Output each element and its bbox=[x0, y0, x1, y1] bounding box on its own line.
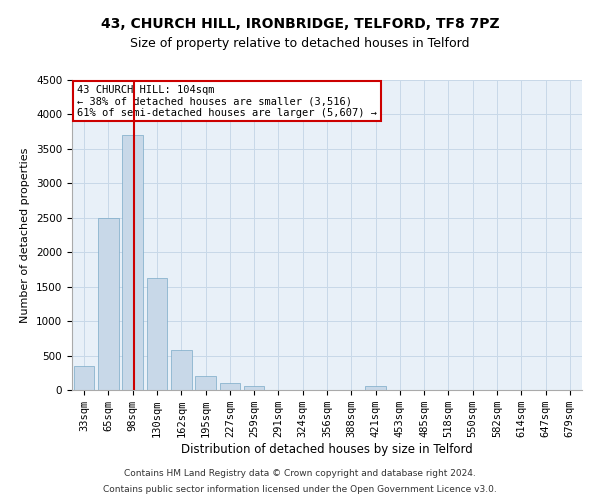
Bar bbox=[220, 383, 240, 390]
Text: Contains public sector information licensed under the Open Government Licence v3: Contains public sector information licen… bbox=[103, 485, 497, 494]
Bar bbox=[244, 386, 265, 390]
Bar bbox=[74, 366, 94, 390]
Bar bbox=[171, 350, 191, 390]
Bar bbox=[146, 278, 167, 390]
Bar bbox=[365, 386, 386, 390]
Bar bbox=[98, 218, 119, 390]
Text: 43 CHURCH HILL: 104sqm
← 38% of detached houses are smaller (3,516)
61% of semi-: 43 CHURCH HILL: 104sqm ← 38% of detached… bbox=[77, 84, 377, 118]
Text: 43, CHURCH HILL, IRONBRIDGE, TELFORD, TF8 7PZ: 43, CHURCH HILL, IRONBRIDGE, TELFORD, TF… bbox=[101, 18, 499, 32]
Bar bbox=[122, 135, 143, 390]
X-axis label: Distribution of detached houses by size in Telford: Distribution of detached houses by size … bbox=[181, 443, 473, 456]
Y-axis label: Number of detached properties: Number of detached properties bbox=[20, 148, 31, 322]
Text: Size of property relative to detached houses in Telford: Size of property relative to detached ho… bbox=[130, 38, 470, 51]
Text: Contains HM Land Registry data © Crown copyright and database right 2024.: Contains HM Land Registry data © Crown c… bbox=[124, 468, 476, 477]
Bar bbox=[195, 376, 216, 390]
